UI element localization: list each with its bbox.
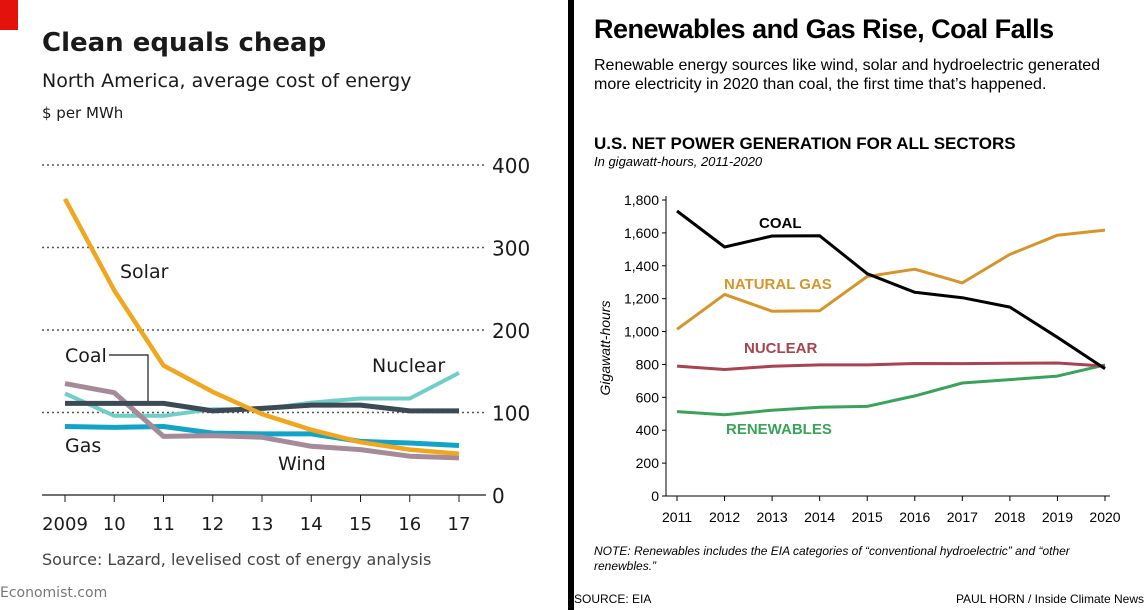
left-line-chart: 0 100 200 300 400 2009 10 11 12 13 14 15 16 17 Solar Co… xyxy=(42,154,530,535)
left-y-tick-label-400: 400 xyxy=(492,154,530,178)
right-series-label-nuclear: NUCLEAR xyxy=(744,340,817,357)
right-y-tick-label-200: 200 xyxy=(636,455,660,471)
right-y-tick-label-600: 600 xyxy=(636,389,660,405)
right-source: SOURCE: EIA xyxy=(574,592,652,606)
right-x-tick-label-2012: 2012 xyxy=(709,509,740,525)
right-y-tick-label-400: 400 xyxy=(636,422,660,438)
right-series-natural-gas-line xyxy=(676,228,1106,331)
right-y-tick-label-1400: 1,400 xyxy=(624,258,659,274)
right-x-tick-label-2013: 2013 xyxy=(757,509,788,525)
left-x-tick-label-3: 12 xyxy=(201,514,224,535)
panel-divider xyxy=(568,0,574,610)
right-x-tick-label-2016: 2016 xyxy=(899,509,930,525)
left-series-solar-line xyxy=(63,197,460,457)
left-x-tick-label-8: 17 xyxy=(448,514,471,535)
left-x-tick-label-6: 15 xyxy=(349,514,372,535)
left-chart-title: Clean equals cheap xyxy=(42,28,327,58)
right-note: NOTE: Renewables includes the EIA catego… xyxy=(594,544,1070,573)
left-x-tick-label-1: 10 xyxy=(103,514,126,535)
insideclimate-chart-panel: Renewables and Gas Rise, Coal Falls Rene… xyxy=(574,0,1148,610)
left-series-label-coal: Coal xyxy=(65,345,107,367)
right-x-tick-label-2018: 2018 xyxy=(994,509,1025,525)
left-x-tick-label-2: 11 xyxy=(152,514,175,535)
left-series-wind-line xyxy=(64,381,460,461)
right-y-tick-label-0: 0 xyxy=(651,488,659,504)
left-x-tick-label-0: 2009 xyxy=(42,514,88,535)
brand-red-tag xyxy=(0,0,18,30)
right-y-tick-label-1000: 1,000 xyxy=(624,324,659,340)
left-series-label-solar: Solar xyxy=(120,261,169,283)
right-x-tick-label-2020: 2020 xyxy=(1089,509,1120,525)
right-headline: Renewables and Gas Rise, Coal Falls xyxy=(594,14,1054,44)
economist-logo: Economist.com xyxy=(0,585,108,601)
right-x-tick-label-2011: 2011 xyxy=(662,509,692,525)
left-series-coal-line xyxy=(65,400,459,414)
left-y-tick-label-200: 200 xyxy=(492,319,530,343)
left-series-label-wind: Wind xyxy=(278,453,326,475)
left-y-tick-label-300: 300 xyxy=(492,237,530,261)
right-y-tick-label-800: 800 xyxy=(636,356,660,372)
left-x-tick-label-4: 13 xyxy=(251,514,274,535)
right-series-label-coal: COAL xyxy=(759,215,802,232)
right-dek: Renewable energy sources like wind, sola… xyxy=(594,57,1101,93)
right-chart-title: U.S. NET POWER GENERATION FOR ALL SECTOR… xyxy=(594,134,1016,153)
right-y-tick-label-1600: 1,600 xyxy=(624,225,659,241)
right-y-tick-label-1200: 1,200 xyxy=(624,291,659,307)
left-x-tick-label-7: 16 xyxy=(398,514,421,535)
right-series-nuclear-line xyxy=(676,361,1106,371)
right-line-chart: 0 200 400 600 800 1,000 1,200 1,400 1,600 1,800 20… xyxy=(597,192,1121,525)
right-y-tick-label-1800: 1,800 xyxy=(624,192,659,208)
right-series-renewables-line xyxy=(676,363,1106,417)
left-x-tick-label-5: 14 xyxy=(300,514,323,535)
left-coal-leader-line xyxy=(109,354,149,401)
right-x-tick-label-2015: 2015 xyxy=(852,509,883,525)
left-series-label-nuclear: Nuclear xyxy=(372,355,445,377)
right-series-label-natural-gas: NATURAL GAS xyxy=(724,276,832,293)
right-x-tick-label-2014: 2014 xyxy=(804,509,835,525)
left-chart-unit: $ per MWh xyxy=(42,104,124,122)
right-y-axis-label: Gigawatt-hours xyxy=(597,301,613,396)
right-series-label-renewables: RENEWABLES xyxy=(726,421,832,438)
left-y-tick-label-100: 100 xyxy=(492,402,530,426)
right-credit: PAUL HORN / Inside Climate News xyxy=(955,592,1144,606)
right-series-coal-line xyxy=(676,209,1106,370)
left-series-label-gas: Gas xyxy=(65,435,101,457)
left-source: Source: Lazard, levelised cost of energy… xyxy=(42,550,432,569)
right-x-tick-label-2019: 2019 xyxy=(1042,509,1073,525)
left-series-gas-line xyxy=(64,424,460,448)
economist-chart-panel: Clean equals cheap North America, averag… xyxy=(0,0,568,610)
left-y-tick-label-0: 0 xyxy=(492,484,505,508)
right-chart-subtitle: In gigawatt-hours, 2011-2020 xyxy=(594,154,763,169)
left-chart-subtitle: North America, average cost of energy xyxy=(42,70,412,92)
right-x-tick-label-2017: 2017 xyxy=(947,509,978,525)
